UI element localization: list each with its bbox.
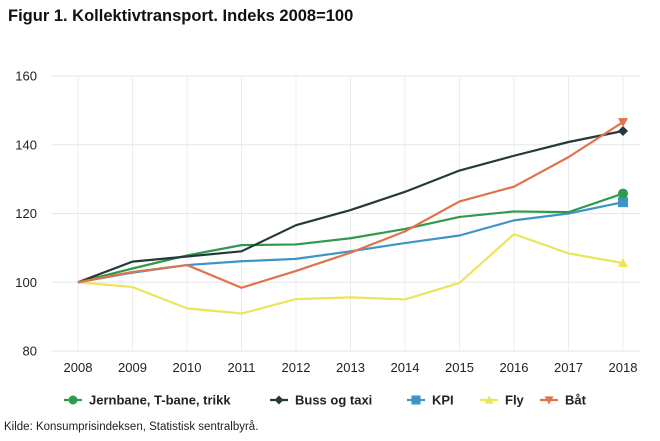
legend-marker xyxy=(544,396,554,405)
x-tick-label: 2012 xyxy=(282,360,311,375)
legend-marker xyxy=(484,395,494,404)
y-axis: 80 100 120 140 160 xyxy=(15,69,37,359)
legend-marker xyxy=(274,395,284,405)
y-tick-label: 140 xyxy=(15,137,37,152)
series-end-marker xyxy=(618,118,628,128)
source-note: Kilde: Konsumprisindeksen, Statistisk se… xyxy=(4,421,259,433)
legend-item: Buss og taxi xyxy=(270,393,372,408)
series-line xyxy=(77,121,624,289)
legend-item: KPI xyxy=(407,393,454,408)
series-line xyxy=(77,233,624,315)
x-tick-label: 2017 xyxy=(554,360,583,375)
series-end-marker xyxy=(618,188,628,199)
legend-item: Båt xyxy=(540,393,587,408)
x-tick-label: 2018 xyxy=(609,360,638,375)
x-tick-label: 2014 xyxy=(391,360,420,375)
legend-marker xyxy=(411,395,421,405)
grid-lines xyxy=(51,75,640,352)
y-tick-label: 80 xyxy=(23,344,37,359)
series-line xyxy=(77,129,624,284)
legend-label: Buss og taxi xyxy=(295,393,372,408)
legend-label: KPI xyxy=(432,393,454,408)
legend-item: Fly xyxy=(480,393,525,408)
x-tick-label: 2016 xyxy=(500,360,529,375)
series-end-marker xyxy=(618,197,628,208)
x-tick-label: 2009 xyxy=(118,360,147,375)
series-line xyxy=(77,192,624,284)
x-tick-label: 2010 xyxy=(173,360,202,375)
legend-marker xyxy=(68,395,78,405)
plot-area xyxy=(77,118,628,315)
legend-label: Fly xyxy=(505,393,525,408)
series-end-marker xyxy=(618,126,628,136)
legend-item: Jernbane, T-bane, trikk xyxy=(64,393,231,408)
y-tick-label: 100 xyxy=(15,275,37,290)
x-tick-label: 2011 xyxy=(228,360,256,375)
legend-label: Båt xyxy=(565,393,587,408)
y-tick-label: 160 xyxy=(15,69,37,84)
x-tick-label: 2008 xyxy=(64,360,93,375)
y-tick-label: 120 xyxy=(15,206,37,221)
x-tick-label: 2013 xyxy=(336,360,365,375)
x-axis: 2008 2009 2010 2011 2012 2013 2014 2015 2016 2017… xyxy=(64,360,638,375)
x-tick-label: 2015 xyxy=(445,360,474,375)
chart-title: Figur 1. Kollektivtransport. Indeks 2008… xyxy=(8,7,354,25)
legend: Jernbane, T-bane, trikk Buss og taxi KPI Fl… xyxy=(64,393,587,408)
series-end-marker xyxy=(618,258,628,267)
legend-label: Jernbane, T-bane, trikk xyxy=(89,393,231,408)
